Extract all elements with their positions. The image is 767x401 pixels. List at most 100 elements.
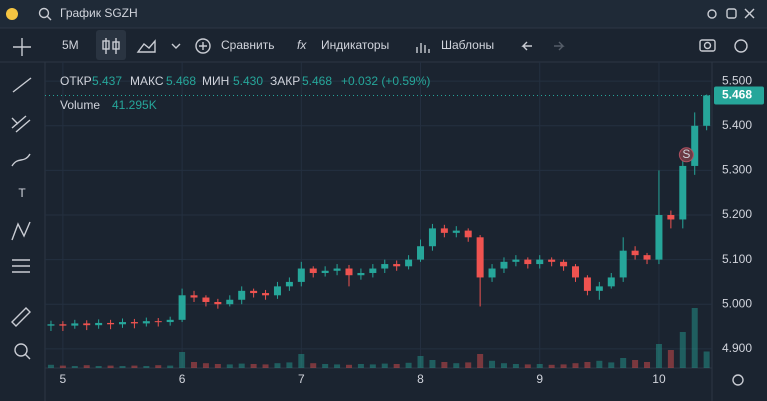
volume-bar [214,364,221,368]
publish-icon[interactable] [734,39,748,53]
x-tick-label: 9 [536,372,543,386]
volume-bar [703,351,710,368]
fib-tool[interactable] [11,115,31,133]
fx-icon: fx [297,38,307,52]
volume-bar [83,365,90,368]
candle-body [107,322,115,325]
settings-icon[interactable] [707,9,717,19]
snapshot-icon[interactable] [699,39,716,52]
pattern-tool[interactable] [11,221,31,241]
candle-body [154,321,162,323]
candle-body [178,295,186,320]
window-title: График SGZH [60,6,138,20]
window-dot[interactable] [6,8,18,20]
candle-body [59,324,67,326]
zoom-tool[interactable] [14,343,28,357]
volume-bar [250,364,257,368]
search-icon [46,15,52,21]
candle-body [607,277,615,287]
redo-icon[interactable] [554,41,565,51]
volume-bar [226,364,233,368]
volume-bar [596,360,603,368]
volume-value: 41.295K [112,98,157,112]
candle-body [524,259,532,265]
candle-body [214,301,222,305]
signal-label: S [682,147,690,161]
candle-body [488,268,496,278]
candle-body [667,215,675,220]
templates-button[interactable]: Шаблоны [441,38,494,52]
volume-bar [191,362,198,368]
brush-tool[interactable] [11,153,31,167]
volume-bar [95,366,102,368]
candle-body [297,268,305,282]
candles-icon [112,41,120,50]
candle-body [71,323,79,326]
compare-button[interactable]: Сравнить [221,38,274,52]
candle-body [285,281,293,287]
undo-icon[interactable] [521,41,532,51]
indicators-button[interactable]: Индикаторы [321,38,389,52]
candle-body [345,268,353,276]
volume-bar [512,364,519,368]
y-tick-label: 5.400 [722,118,752,132]
volume-bar [262,364,269,368]
candle-body [142,321,150,324]
volume-bar [274,363,281,368]
candle-body [572,266,580,278]
volume-bar [477,354,484,368]
candle-body [118,322,126,325]
volume-bar [453,363,460,368]
candle-body [691,125,699,166]
volume-bar [429,360,436,368]
volume-bar [143,366,150,368]
volume-bar [119,366,126,368]
last-price-label: 5.468 [722,88,752,102]
volume-bar [560,364,567,368]
prediction-tool[interactable] [12,259,30,273]
text-tool: T [18,186,26,200]
volume-bar [644,362,651,368]
ruler-tool[interactable] [11,307,31,327]
volume-bar [655,344,662,368]
candle-body [619,250,627,278]
search-icon[interactable] [38,7,50,19]
volume-label: Volume [60,98,100,112]
candle-body [703,95,711,126]
volume-bar [524,364,531,368]
candle-body [83,323,91,326]
volume-bar [667,350,674,368]
y-tick-label: 5.000 [722,296,752,310]
crosshair-tool[interactable] [13,38,31,56]
dropdown-icon[interactable] [171,43,181,49]
volume-bar [679,332,686,368]
restore-icon[interactable] [726,8,737,19]
candle-body [309,268,317,273]
candle-body [440,228,448,233]
candle-body [202,297,210,302]
x-tick-label: 5 [60,372,67,386]
volume-bar [238,363,245,368]
volume-bar [155,365,162,368]
interval-button[interactable]: 5M [62,38,79,52]
candle-body [548,259,556,262]
settings-icon[interactable] [732,374,744,386]
trendline-tool[interactable] [12,77,32,93]
candle-body [500,261,508,269]
volume-bar [286,362,293,368]
volume-bar [536,364,543,368]
templates-icon [416,43,430,53]
legend-high: 5.468 [166,74,196,88]
volume-bar [167,365,174,368]
candles-button[interactable] [96,30,126,60]
legend-high-label: МАКС [130,74,164,88]
x-tick-label: 10 [652,372,666,386]
y-tick-label: 5.100 [722,252,752,266]
add-icon[interactable] [195,38,211,54]
volume-bar [548,364,555,368]
candle-body [476,237,484,278]
volume-bar [334,364,341,368]
area-icon[interactable] [136,39,156,53]
candle-body [560,261,568,267]
